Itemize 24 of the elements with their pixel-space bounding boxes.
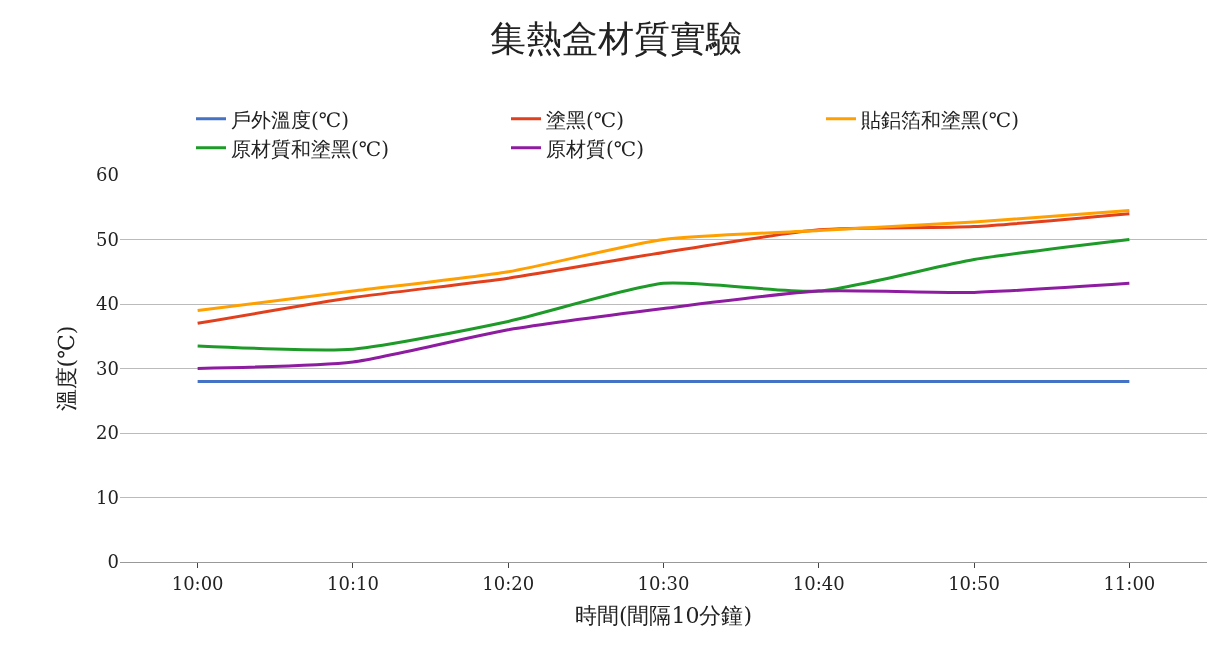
- x-tick-label: 10:20: [482, 572, 535, 594]
- y-axis-title: 溫度(℃): [53, 325, 79, 412]
- y-tick-label: 40: [96, 293, 119, 315]
- legend-label: 塗黑(℃): [546, 107, 624, 132]
- y-tick-label: 0: [107, 551, 119, 573]
- x-tick-label: 10:00: [171, 572, 224, 594]
- chart-title: 集熱盒材質實驗: [490, 18, 742, 60]
- y-tick-label: 60: [96, 164, 119, 186]
- line-series: [196, 281, 1131, 370]
- x-tick-label: 11:00: [1103, 572, 1156, 594]
- x-tick-label: 10:10: [326, 572, 379, 594]
- y-tick-label: 50: [96, 228, 119, 250]
- y-tick-label: 20: [96, 422, 119, 444]
- line-series: [196, 238, 1131, 352]
- legend-label: 原材質(℃): [546, 136, 644, 161]
- legend-label: 貼鋁箔和塗黑(℃): [861, 107, 1019, 132]
- x-axis-title: 時間(間隔10分鐘): [574, 603, 753, 629]
- x-tick-label: 10:50: [948, 572, 1001, 594]
- x-tick-label: 10:30: [637, 572, 690, 594]
- legend-label: 戶外溫度(℃): [231, 107, 349, 132]
- y-tick-label: 10: [96, 486, 119, 508]
- legend-label: 原材質和塗黑(℃): [231, 136, 389, 161]
- y-tick-label: 30: [96, 357, 119, 379]
- x-tick-label: 10:40: [792, 572, 845, 594]
